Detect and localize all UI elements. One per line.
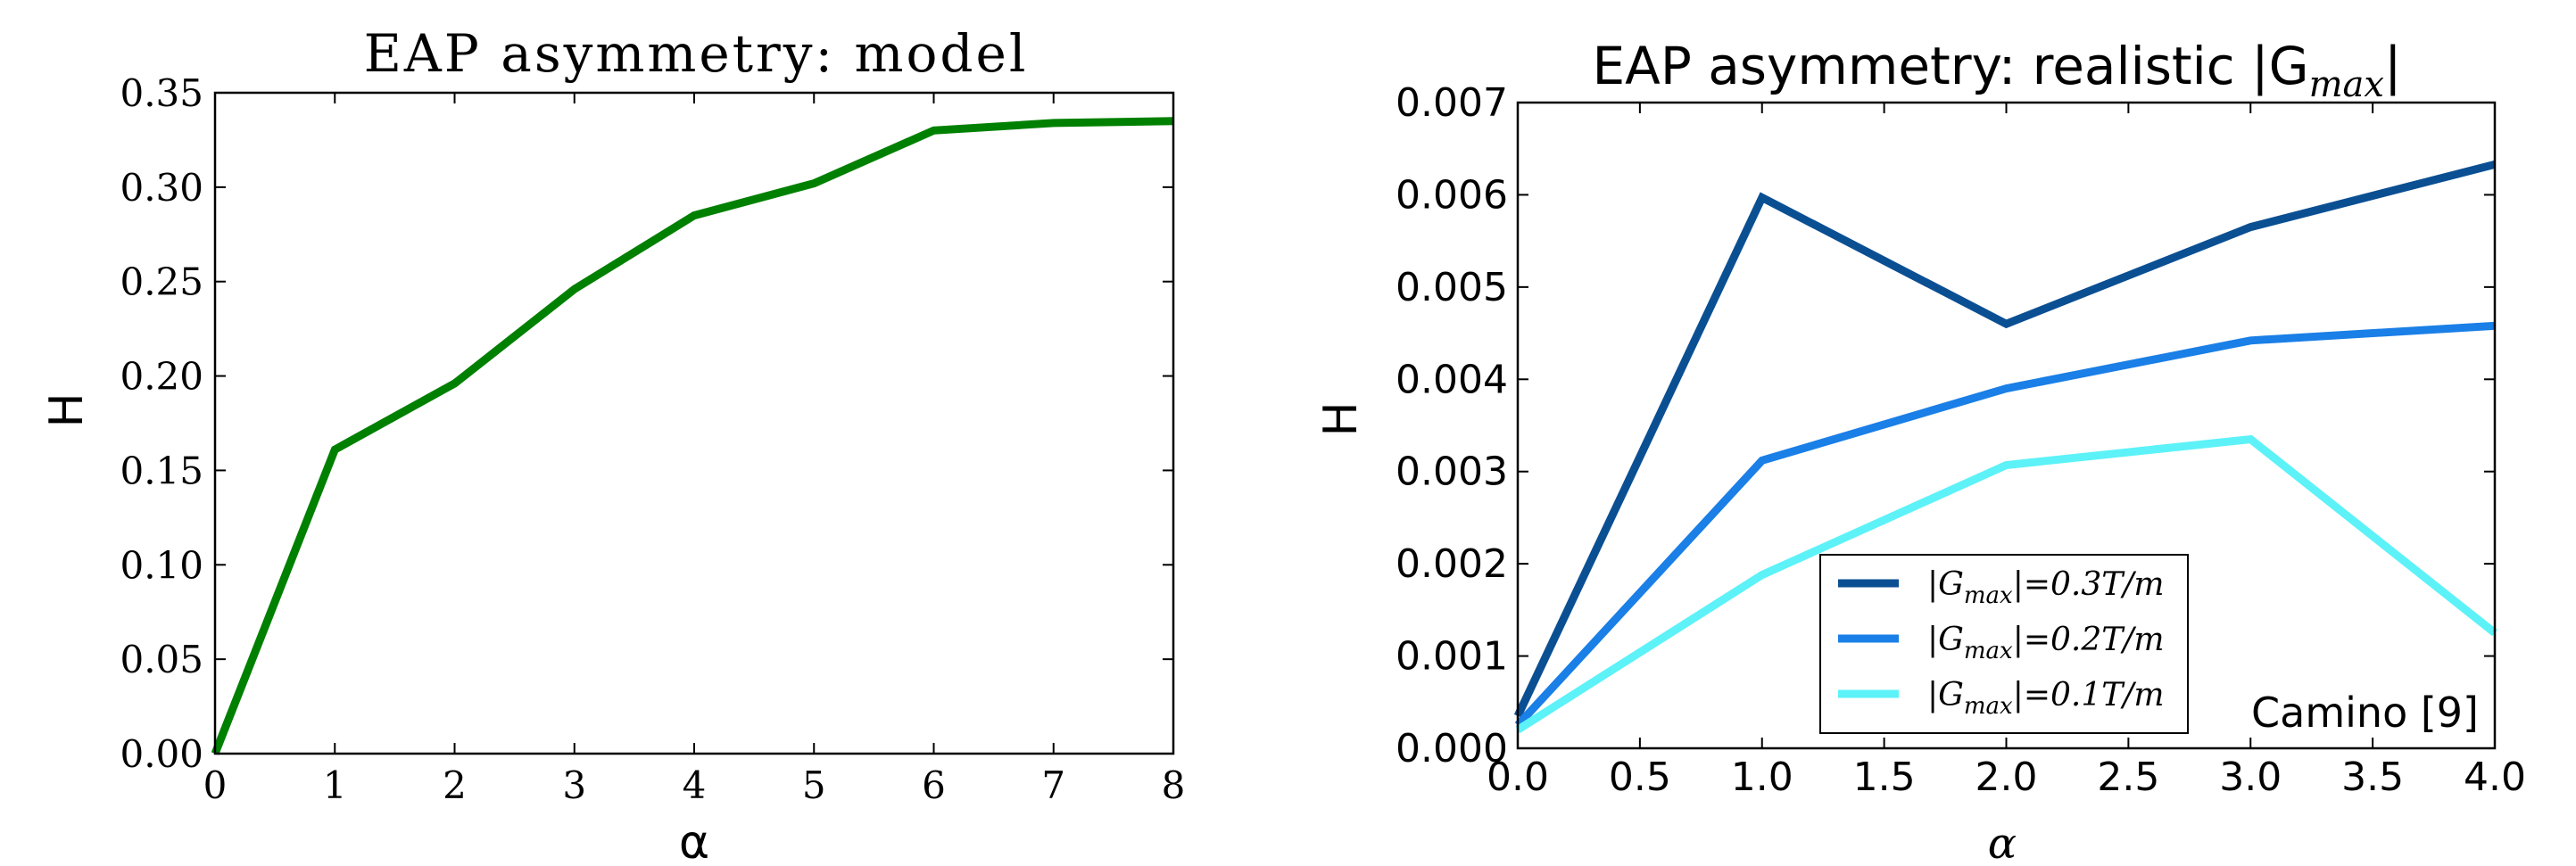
chart-right-title-main: EAP asymmetry: realistic |G bbox=[1593, 36, 2309, 96]
x-tick-label: 3.5 bbox=[2341, 755, 2404, 800]
x-tick-label: 8 bbox=[1162, 763, 1186, 807]
y-tick-label: 0.007 bbox=[1396, 80, 1508, 126]
y-tick-label: 0.20 bbox=[120, 355, 203, 399]
x-tick-label: 5 bbox=[802, 763, 826, 807]
y-tick-label: 0.001 bbox=[1396, 634, 1508, 680]
chart-right: EAP asymmetry: realistic |Gmax| α H 0.0 0… bbox=[1314, 36, 2526, 866]
x-tick-label: 3 bbox=[562, 763, 586, 807]
x-tick-label: 0.0 bbox=[1487, 755, 1549, 800]
y-tick-label: 0.002 bbox=[1396, 541, 1508, 587]
x-tick-label: 7 bbox=[1041, 763, 1065, 807]
y-tick-label: 0.005 bbox=[1396, 265, 1508, 310]
x-tick-label: 1.0 bbox=[1731, 755, 1793, 800]
x-tick-label: 6 bbox=[922, 763, 946, 807]
chart-right-xlabel: α bbox=[1988, 819, 2017, 866]
x-tick-label: 4 bbox=[683, 763, 707, 807]
x-tick-label: 2 bbox=[443, 763, 467, 807]
legend-label-2: |Gmax|=0.1T/m bbox=[1927, 677, 2165, 720]
legend-label-0: |Gmax|=0.3T/m bbox=[1927, 566, 2165, 609]
chart-left: EAP asymmetry: model α H 0 1 2 3 4 5 6 7 8 0.00 0.… bbox=[40, 23, 1185, 866]
x-tick-label: 4.0 bbox=[2464, 755, 2526, 800]
x-tick-label: 2.0 bbox=[1975, 755, 2038, 800]
y-tick-label: 0.004 bbox=[1396, 357, 1508, 402]
chart-left-plot-frame bbox=[213, 91, 1175, 755]
chart-right-series bbox=[1513, 160, 2497, 734]
series-line-0 bbox=[1513, 160, 2497, 718]
y-tick-label: 0.35 bbox=[120, 71, 203, 115]
x-tick-label: 0 bbox=[203, 763, 228, 807]
chart-left-series bbox=[211, 117, 1174, 755]
y-tick-label: 0.00 bbox=[120, 732, 203, 776]
chart-right-annotation: Camino [9] bbox=[2251, 689, 2479, 737]
y-tick-label: 0.006 bbox=[1396, 172, 1508, 218]
y-tick-label: 0.25 bbox=[120, 260, 203, 304]
x-tick-label: 2.5 bbox=[2097, 755, 2159, 800]
series-line-2 bbox=[1515, 434, 2497, 734]
chart-right-ylabel: H bbox=[1314, 401, 1368, 436]
series-line-1 bbox=[1514, 321, 2496, 729]
chart-left-ticks: 0 1 2 3 4 5 6 7 8 0.00 0.05 0.10 0.15 0.20 0.25 0.30 0.3… bbox=[120, 71, 1185, 807]
y-tick-label: 0.05 bbox=[120, 638, 203, 681]
chart-right-legend: |Gmax|=0.3T/m |Gmax|=0.2T/m |Gmax|=0.1T/m bbox=[1819, 554, 2189, 734]
x-tick-label: 1 bbox=[323, 763, 347, 807]
y-tick-label: 0.000 bbox=[1396, 726, 1508, 771]
chart-left-title: EAP asymmetry: model bbox=[364, 23, 1029, 84]
x-tick-label: 0.5 bbox=[1609, 755, 1671, 800]
y-tick-label: 0.003 bbox=[1396, 449, 1508, 495]
y-tick-label: 0.30 bbox=[120, 166, 203, 210]
chart-right-title-suffix: | bbox=[2384, 36, 2402, 96]
x-tick-label: 3.0 bbox=[2219, 755, 2282, 800]
chart-right-title-sub: max bbox=[2309, 64, 2384, 105]
x-tick-label: 1.5 bbox=[1853, 755, 1916, 800]
chart-left-xlabel: α bbox=[679, 816, 709, 866]
chart-right-title: EAP asymmetry: realistic |Gmax| bbox=[1593, 36, 2402, 105]
legend-label-1: |Gmax|=0.2T/m bbox=[1927, 622, 2165, 664]
y-tick-label: 0.15 bbox=[120, 449, 203, 492]
chart-left-ylabel: H bbox=[40, 392, 94, 427]
series-line-0 bbox=[211, 117, 1174, 755]
y-tick-label: 0.10 bbox=[120, 543, 203, 587]
chart-right-ticks: 0.0 0.5 1.0 1.5 2.0 2.5 3.0 3.5 4.0 0.000 0.001 0.0… bbox=[1396, 80, 2526, 800]
chart-right-plot-frame bbox=[1516, 101, 2497, 750]
